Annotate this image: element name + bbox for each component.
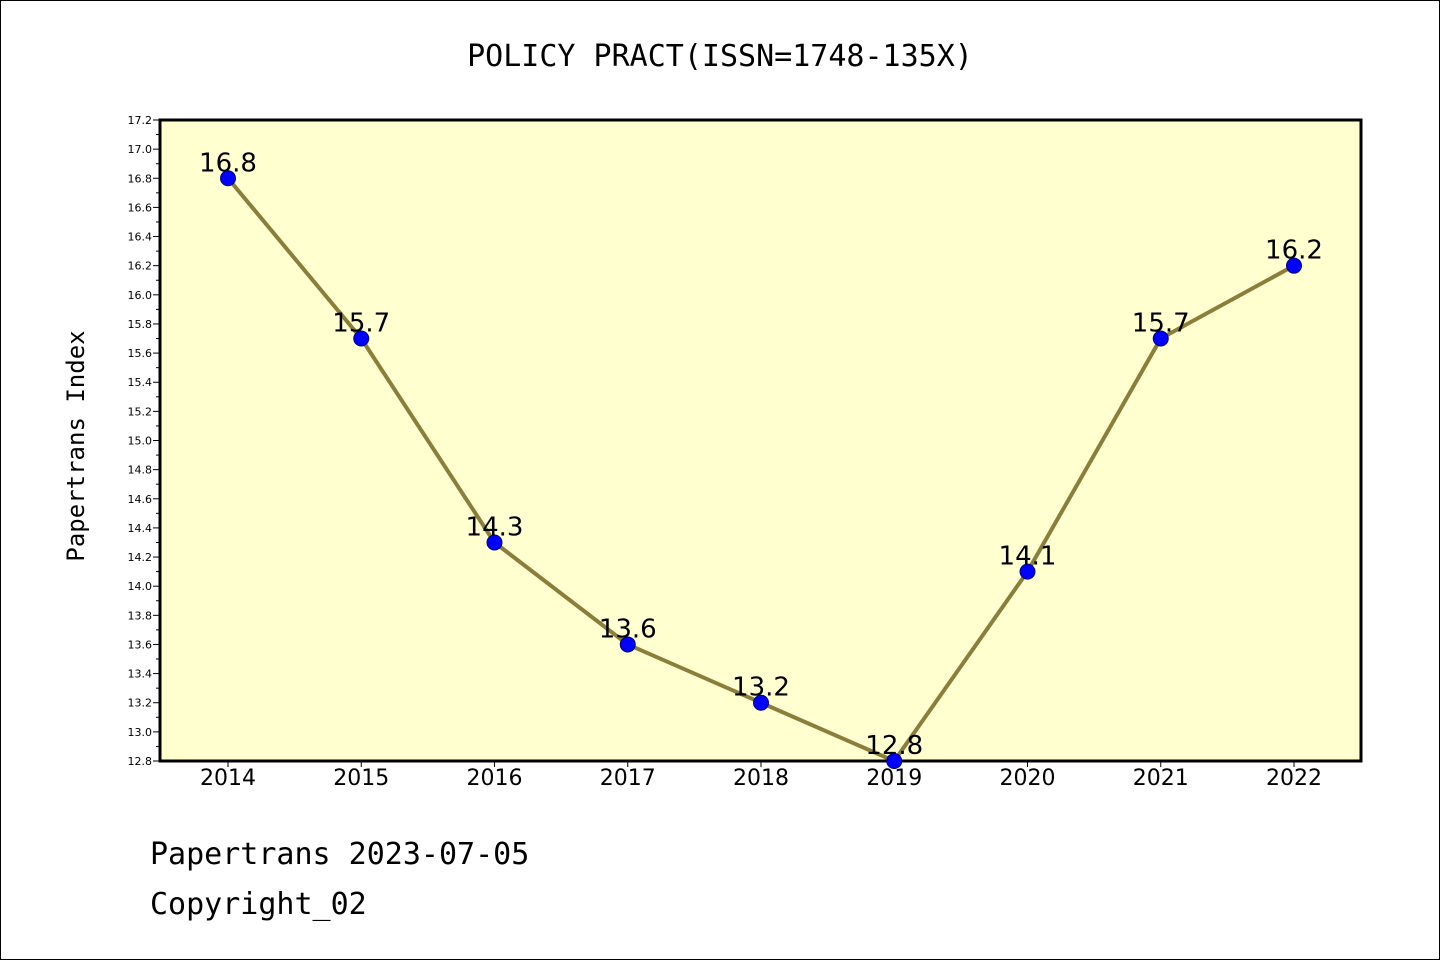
y-tick-label: 14.2 bbox=[128, 551, 153, 564]
y-tick-label: 15.0 bbox=[128, 435, 153, 448]
data-point bbox=[753, 694, 769, 711]
data-point bbox=[220, 170, 236, 187]
x-tick-label: 2021 bbox=[1133, 766, 1189, 791]
y-tick-label: 15.8 bbox=[128, 318, 153, 331]
y-tick-label: 16.6 bbox=[128, 201, 153, 214]
data-label: 16.8 bbox=[199, 148, 257, 178]
data-label: 14.3 bbox=[466, 512, 524, 542]
x-tick-label: 2016 bbox=[467, 766, 523, 791]
data-label: 12.8 bbox=[865, 731, 923, 761]
footer-date: Papertrans 2023-07-05 bbox=[150, 837, 529, 872]
y-tick-label: 17.0 bbox=[128, 143, 153, 156]
y-tick-label: 15.6 bbox=[128, 347, 153, 360]
data-label: 15.7 bbox=[332, 309, 390, 339]
x-tick-label: 2018 bbox=[733, 766, 789, 791]
data-point bbox=[1286, 257, 1302, 274]
data-label: 16.2 bbox=[1265, 236, 1323, 266]
y-tick-label: 17.2 bbox=[128, 114, 153, 127]
y-tick-label: 16.2 bbox=[128, 260, 153, 273]
data-point bbox=[486, 534, 503, 551]
y-tick-label: 14.6 bbox=[128, 493, 153, 506]
y-tick-label: 16.4 bbox=[128, 231, 153, 244]
y-tick-label: 14.8 bbox=[128, 464, 153, 477]
x-tick-label: 2019 bbox=[866, 766, 922, 791]
y-tick-label: 13.0 bbox=[128, 726, 153, 739]
y-tick-label: 14.4 bbox=[128, 522, 153, 535]
x-tick-label: 2022 bbox=[1266, 766, 1322, 791]
x-tick-label: 2015 bbox=[333, 766, 389, 791]
plot-area bbox=[158, 118, 1363, 763]
data-point bbox=[353, 330, 370, 347]
footer-copyright: Copyright_02 bbox=[150, 887, 367, 922]
x-tick-label: 2017 bbox=[600, 766, 656, 791]
y-tick-label: 12.8 bbox=[128, 755, 153, 768]
data-label: 14.1 bbox=[999, 542, 1057, 572]
chart-title: POLICY PRACT(ISSN=1748-135X) bbox=[467, 39, 973, 74]
y-tick-label: 13.4 bbox=[128, 668, 153, 681]
x-tick-label: 2020 bbox=[1000, 766, 1056, 791]
data-point bbox=[619, 636, 636, 653]
y-tick-label: 16.0 bbox=[128, 289, 153, 302]
y-tick-label: 13.6 bbox=[128, 638, 153, 651]
data-label: 15.7 bbox=[1132, 309, 1190, 339]
y-tick-label: 15.4 bbox=[128, 376, 153, 389]
y-axis: 12.8 13.0 13.2 13.4 13.6 13.8 14.0 14.2 14.4 14.6… bbox=[128, 114, 160, 768]
y-tick-label: 16.8 bbox=[128, 172, 153, 185]
x-tick-label: 2014 bbox=[200, 766, 256, 791]
data-labels: 16.8 15.7 14.3 13.6 13.2 12.8 14.1 15.7 16.2 bbox=[199, 148, 1323, 761]
x-axis: 2014 2015 2016 2017 2018 2019 2020 2021 2022 bbox=[200, 761, 1322, 791]
y-tick-label: 13.2 bbox=[128, 697, 153, 710]
data-point bbox=[1019, 563, 1036, 580]
data-label: 13.6 bbox=[599, 614, 657, 644]
y-tick-label: 14.0 bbox=[128, 580, 153, 593]
y-tick-label: 13.8 bbox=[128, 609, 153, 622]
data-label: 13.2 bbox=[732, 673, 790, 703]
data-point bbox=[886, 753, 903, 769]
data-point bbox=[1152, 330, 1169, 347]
y-tick-label: 15.2 bbox=[128, 405, 153, 418]
y-axis-label: Papertrans Index bbox=[62, 330, 90, 561]
data-markers bbox=[220, 170, 1302, 769]
